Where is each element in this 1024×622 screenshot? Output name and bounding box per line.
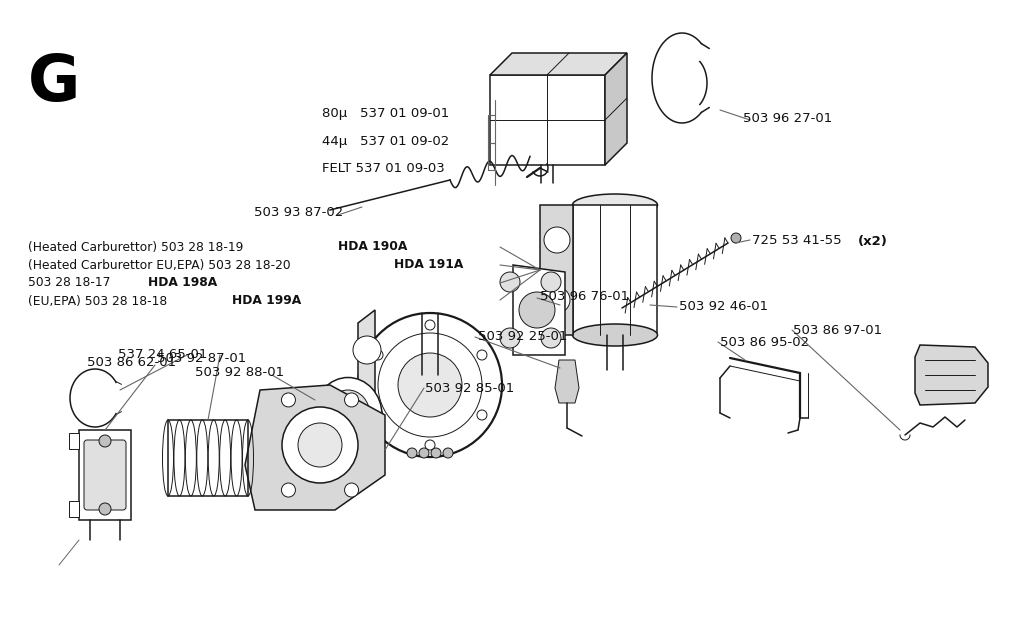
Circle shape: [425, 320, 435, 330]
Circle shape: [282, 407, 358, 483]
Circle shape: [431, 448, 441, 458]
Circle shape: [373, 350, 383, 360]
Text: 503 92 85-01: 503 92 85-01: [425, 381, 514, 394]
Circle shape: [398, 353, 462, 417]
Text: 503 92 25-01: 503 92 25-01: [478, 330, 567, 343]
Text: 80μ   537 01 09-01: 80μ 537 01 09-01: [322, 106, 450, 119]
Circle shape: [500, 328, 520, 348]
Polygon shape: [79, 430, 131, 520]
Text: HDA 191A: HDA 191A: [394, 259, 464, 271]
Circle shape: [477, 410, 487, 420]
Circle shape: [500, 272, 520, 292]
Circle shape: [373, 410, 383, 420]
Text: (EU,EPA) 503 28 18-18: (EU,EPA) 503 28 18-18: [28, 294, 171, 307]
Circle shape: [282, 393, 296, 407]
Text: 503 86 97-01: 503 86 97-01: [793, 323, 882, 337]
Circle shape: [407, 448, 417, 458]
Polygon shape: [358, 310, 375, 460]
Circle shape: [477, 350, 487, 360]
Circle shape: [541, 272, 561, 292]
Circle shape: [425, 440, 435, 450]
FancyBboxPatch shape: [84, 440, 126, 510]
Text: 537 24 65-01: 537 24 65-01: [118, 348, 208, 361]
Ellipse shape: [326, 390, 370, 440]
Ellipse shape: [314, 378, 382, 452]
Polygon shape: [69, 501, 79, 517]
Polygon shape: [573, 205, 657, 335]
Text: 503 86 95-02: 503 86 95-02: [720, 335, 809, 348]
Circle shape: [344, 393, 358, 407]
Text: HDA 199A: HDA 199A: [232, 294, 301, 307]
Text: 725 53 41-55: 725 53 41-55: [752, 234, 846, 248]
Circle shape: [358, 313, 502, 457]
Text: (Heated Carburettor) 503 28 18-19: (Heated Carburettor) 503 28 18-19: [28, 241, 247, 254]
Text: G: G: [28, 52, 80, 114]
Text: 503 92 87-01: 503 92 87-01: [157, 351, 246, 364]
Polygon shape: [555, 360, 579, 403]
Circle shape: [443, 448, 453, 458]
Text: 503 96 76-01: 503 96 76-01: [540, 290, 629, 304]
Polygon shape: [915, 345, 988, 405]
Text: 44μ   537 01 09-02: 44μ 537 01 09-02: [322, 134, 450, 147]
Circle shape: [282, 483, 296, 497]
Ellipse shape: [572, 324, 657, 346]
Text: 503 86 62-01: 503 86 62-01: [87, 356, 176, 368]
Circle shape: [99, 435, 111, 447]
Text: 503 92 46-01: 503 92 46-01: [679, 300, 768, 313]
Circle shape: [731, 233, 741, 243]
Circle shape: [344, 483, 358, 497]
Text: 503 93 87-02: 503 93 87-02: [254, 207, 343, 220]
Polygon shape: [605, 53, 627, 165]
Text: FELT 537 01 09-03: FELT 537 01 09-03: [322, 162, 444, 175]
Circle shape: [353, 406, 381, 434]
Text: HDA 198A: HDA 198A: [148, 277, 217, 289]
Text: HDA 190A: HDA 190A: [338, 241, 408, 254]
Text: 503 96 27-01: 503 96 27-01: [743, 113, 833, 126]
Circle shape: [541, 328, 561, 348]
Polygon shape: [540, 205, 573, 335]
Circle shape: [298, 423, 342, 467]
Ellipse shape: [572, 194, 657, 216]
Polygon shape: [245, 385, 385, 510]
Polygon shape: [513, 265, 565, 355]
Circle shape: [99, 503, 111, 515]
Text: 503 28 18-17: 503 28 18-17: [28, 277, 115, 289]
Circle shape: [544, 287, 570, 313]
Polygon shape: [69, 433, 79, 449]
Circle shape: [419, 448, 429, 458]
Circle shape: [519, 292, 555, 328]
Circle shape: [544, 227, 570, 253]
Polygon shape: [490, 75, 605, 165]
Polygon shape: [490, 53, 627, 75]
Text: (Heated Carburettor EU,EPA) 503 28 18-20: (Heated Carburettor EU,EPA) 503 28 18-20: [28, 259, 295, 271]
Text: 503 92 88-01: 503 92 88-01: [195, 366, 284, 379]
Text: (x2): (x2): [858, 234, 888, 248]
Circle shape: [353, 336, 381, 364]
